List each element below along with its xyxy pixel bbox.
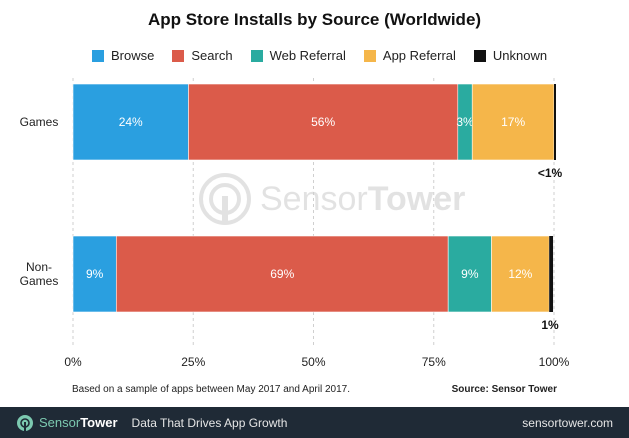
bar-segment xyxy=(188,83,459,161)
bar-segment xyxy=(471,83,555,161)
sensor-tower-logo-icon xyxy=(199,173,251,225)
legend-item-app-referral: App Referral xyxy=(363,48,456,63)
legend-label-search: Search xyxy=(191,48,233,63)
legend-item-search: Search xyxy=(172,48,233,63)
legend-item-browse: Browse xyxy=(92,48,154,63)
footer-brand: SensorTower xyxy=(39,415,118,430)
x-tick-label: 25% xyxy=(181,355,205,369)
source-label: Source: Sensor Tower xyxy=(451,384,557,395)
legend-swatch-search xyxy=(172,49,185,62)
sample-note: Based on a sample of apps between May 20… xyxy=(72,384,350,395)
data-label: 56% xyxy=(311,115,335,129)
footer-site-link[interactable]: sensortower.com xyxy=(522,415,613,430)
legend-label-browse: Browse xyxy=(111,48,155,63)
stacked-bar-chart: 0% 25% 50% 75% 100% 24% 56% 3% 17% <1% Games 9% 69% 9… xyxy=(20,78,570,369)
data-label: 69% xyxy=(270,267,294,281)
data-label: 24% xyxy=(119,115,143,129)
legend-label-unknown: Unknown xyxy=(492,48,548,63)
bar-segment xyxy=(554,84,556,160)
x-tick-label: 50% xyxy=(301,355,325,369)
bar-segment xyxy=(491,235,550,313)
legend-swatch-app-referral xyxy=(363,49,376,62)
data-label: <1% xyxy=(538,166,563,180)
bar-segment xyxy=(447,235,492,313)
x-tick-label: 100% xyxy=(539,355,570,369)
bar-segment xyxy=(72,83,189,161)
data-label: 12% xyxy=(508,267,532,281)
footer-tagline: Data That Drives App Growth xyxy=(131,415,288,430)
chart-title: App Store Installs by Source (Worldwide) xyxy=(147,10,482,29)
legend-swatch-web-referral xyxy=(250,49,263,62)
legend-swatch-browse xyxy=(92,49,104,62)
x-tick-label: 75% xyxy=(422,355,446,369)
watermark-text-bold: Tower xyxy=(367,179,466,218)
legend-label-web-referral: Web Referral xyxy=(269,48,346,63)
footer-brand-light: Sensor xyxy=(39,415,81,430)
data-label: 9% xyxy=(86,267,104,281)
data-label: 17% xyxy=(501,115,525,129)
legend-label-app-referral: App Referral xyxy=(382,48,456,63)
data-label: 1% xyxy=(541,318,559,332)
bar-segment xyxy=(115,235,449,313)
footer-bar: SensorTower Data That Drives App Growth … xyxy=(0,407,629,438)
category-label: Non- xyxy=(26,260,52,274)
x-tick-label: 0% xyxy=(64,355,82,369)
footer-brand-bold: Tower xyxy=(80,415,118,430)
category-label: Games xyxy=(20,115,59,129)
category-label: Games xyxy=(20,274,59,288)
legend: Browse Search Web Referral App Referral … xyxy=(92,48,565,63)
bar-segment xyxy=(549,236,554,312)
legend-item-web-referral: Web Referral xyxy=(250,48,346,63)
legend-swatch-unknown xyxy=(473,49,486,62)
legend-item-unknown: Unknown xyxy=(473,48,548,63)
sensor-tower-logo-icon xyxy=(17,414,33,431)
bar-segment xyxy=(72,235,117,313)
data-label: 3% xyxy=(456,115,474,129)
data-label: 9% xyxy=(461,267,479,281)
